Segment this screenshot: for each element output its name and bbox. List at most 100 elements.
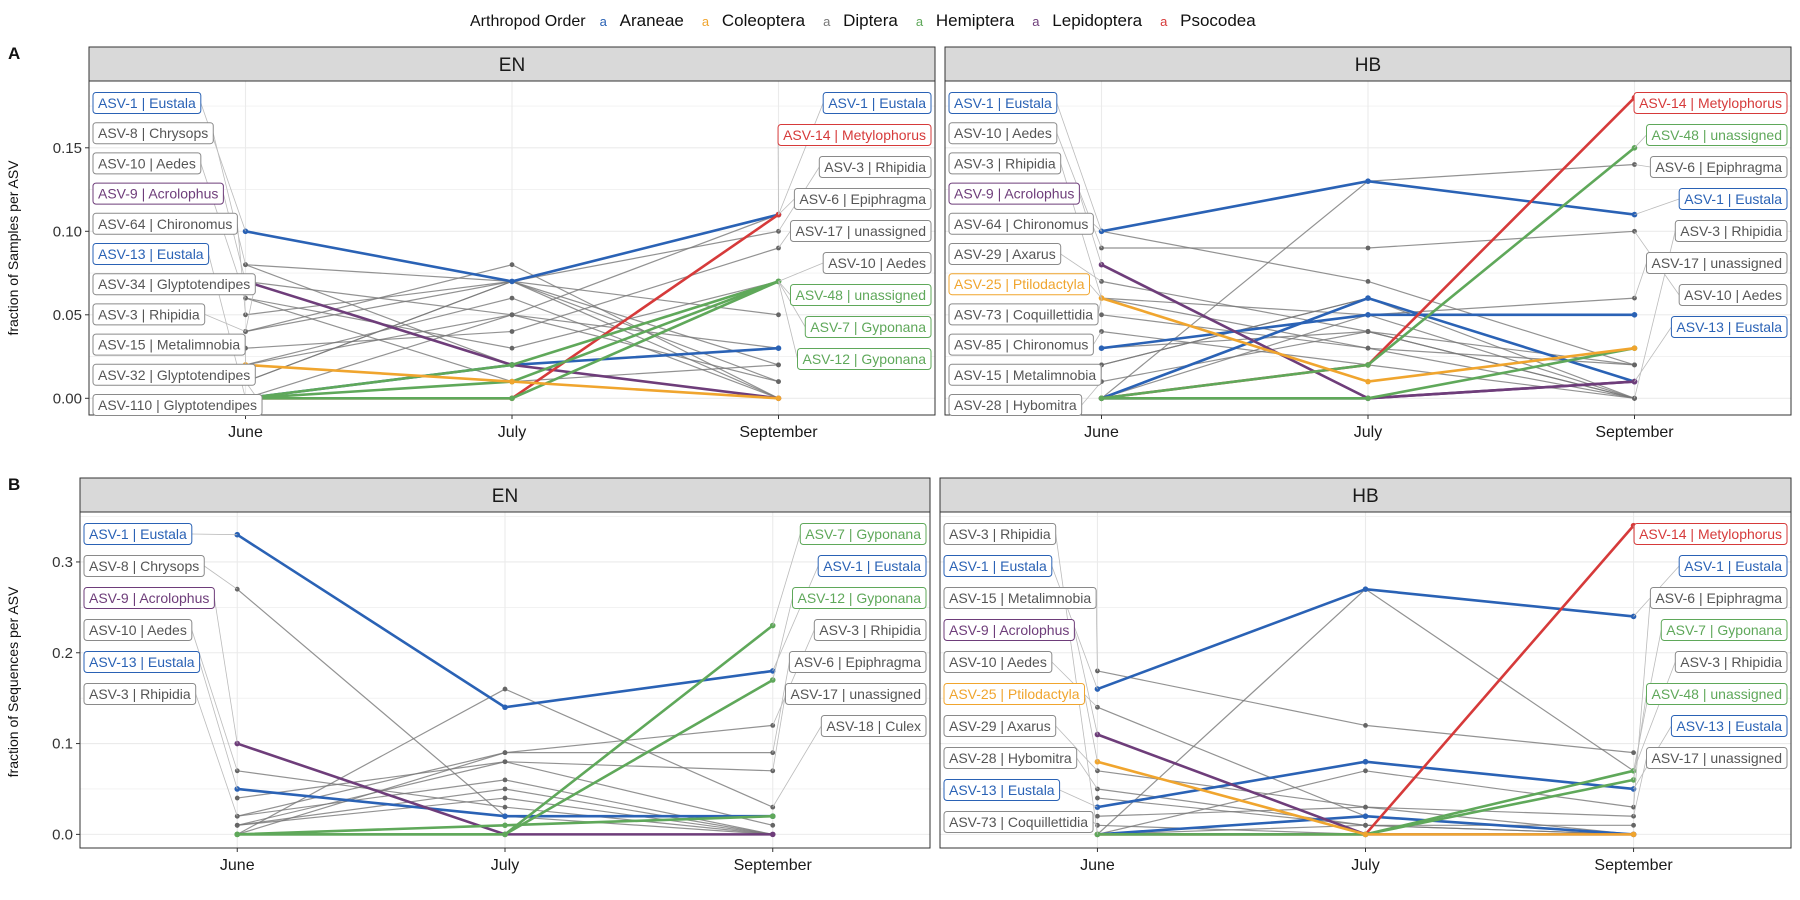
series-label-text: ASV-6 | Epiphragma (1655, 590, 1782, 606)
data-point (1631, 345, 1638, 352)
series-label-asv-15-metalimnobia: ASV-15 | Metalimnobia (92, 333, 246, 356)
series-label-text: ASV-14 | Metylophorus (1639, 95, 1782, 111)
series-label-asv-3-rhipidia: ASV-3 | Rhipidia (1674, 220, 1788, 242)
series-asv-25-ptilodactyla (1094, 758, 1637, 838)
data-point (509, 362, 515, 368)
x-tick-label-september: September (1595, 424, 1674, 441)
series-unlabeled-2 (1098, 312, 1638, 352)
legend-item-diptera: a Diptera (823, 11, 898, 30)
data-point (509, 329, 515, 334)
series-label-box (943, 811, 1094, 833)
series-label-text: ASV-110 | Glyptotendipes (98, 397, 257, 413)
label-leader (1095, 597, 1098, 671)
series-label-asv-8-chrysops: ASV-8 | Chrysops (92, 122, 214, 145)
series-label-text: ASV-3 | Rhipidia (949, 526, 1051, 542)
series-label-box (1645, 252, 1788, 274)
series-label-text: ASV-34 | Glyptotendipes (98, 276, 250, 292)
series-label-text: ASV-10 | Aedes (1684, 287, 1782, 303)
series-label-text: ASV-28 | Hybomitra (954, 397, 1077, 413)
label-leader (204, 314, 246, 332)
data-point (509, 295, 515, 301)
series-label-asv-64-chironomus: ASV-64 | Chironomus (92, 212, 238, 235)
legend-label-araneae: Araneae (620, 11, 684, 30)
legend-label-coleoptera: Coleoptera (722, 11, 806, 30)
series-label-asv-13-eustala: ASV-13 | Eustala (943, 779, 1061, 801)
series-label-asv-9-acrolophus: ASV-9 | Acrolophus (92, 182, 224, 205)
series-label-box (948, 273, 1090, 296)
series-label-text: ASV-14 | Metylophorus (783, 127, 926, 143)
series-label-text: ASV-7 | Gyponana (1666, 622, 1782, 638)
x-tick-label-july: July (1351, 857, 1379, 874)
legend-item-hemiptera: a Hemiptera (916, 11, 1015, 30)
series-label-text: ASV-13 | Eustala (1676, 319, 1782, 335)
series-label-box (83, 619, 193, 641)
series-label-asv-17-unassigned: ASV-17 | unassigned (789, 220, 932, 242)
series-label-text: ASV-10 | Aedes (828, 255, 926, 271)
data-point (770, 822, 776, 828)
y-tick-label: 0.10 (53, 223, 82, 240)
label-leader (772, 693, 786, 771)
series-label-text: ASV-10 | Aedes (954, 125, 1052, 141)
series-label-asv-48-unassigned: ASV-48 | unassigned (789, 284, 932, 306)
y-tick-label: 0.1 (52, 736, 73, 753)
y-tick-label: 0.05 (53, 307, 82, 324)
series-label-asv-7-gyponana: ASV-7 | Gyponana (804, 316, 932, 338)
series-label-asv-3-rhipidia: ASV-3 | Rhipidia (943, 523, 1057, 545)
data-point (1365, 312, 1371, 318)
data-point (502, 686, 508, 692)
data-point (509, 278, 515, 285)
series-label-box (92, 152, 202, 175)
series-label-box (943, 555, 1053, 577)
series-label-text: ASV-13 | Eustala (98, 246, 204, 262)
labels-right: ASV-7 | Gyponana ASV-1 | Eustala ASV-12 | … (772, 523, 927, 808)
data-point (243, 312, 248, 318)
series-label-box (83, 555, 205, 577)
series-label-text: ASV-29 | Axarus (949, 718, 1051, 734)
series-label-text: ASV-12 | Gyponana (798, 590, 922, 606)
label-leader (1633, 661, 1676, 771)
data-point (1362, 813, 1369, 820)
legend-label-diptera: Diptera (843, 11, 898, 30)
series-label-asv-9-acrolophus: ASV-9 | Acrolophus (83, 587, 215, 609)
labels-right: ASV-14 | Metylophorus ASV-1 | Eustala ASV-… (1633, 523, 1788, 817)
series-label-text: ASV-6 | Epiphragma (799, 191, 926, 207)
series-group (234, 531, 776, 838)
series-label-box (1674, 220, 1788, 242)
series-label-box (820, 715, 927, 737)
series-label-box (948, 394, 1083, 416)
data-point (1095, 813, 1100, 819)
x-tick-label-september: September (1594, 857, 1673, 874)
y-tick-label: 0.00 (53, 390, 82, 407)
series-label-box (792, 587, 927, 609)
series-label-box (1674, 651, 1788, 673)
series-label-box (1678, 188, 1788, 210)
labels-right: ASV-14 | Metylophorus ASV-48 | unassigned… (1633, 92, 1788, 399)
series-group (1094, 522, 1637, 838)
series-label-box (92, 363, 256, 386)
series-label-box (948, 333, 1094, 356)
series-label-box (948, 212, 1094, 235)
series-label-text: ASV-1 | Eustala (1684, 191, 1782, 207)
label-leader (1076, 757, 1098, 790)
facet-title: EN (499, 55, 525, 76)
label-leader (1633, 597, 1651, 808)
label-leader (195, 693, 238, 817)
series-label-asv-1-eustala: ASV-1 | Eustala (1678, 555, 1788, 577)
series-label-asv-48-unassigned: ASV-48 | unassigned (1645, 124, 1788, 146)
series-label-text: ASV-8 | Chrysops (98, 125, 208, 141)
series-label-box (92, 394, 263, 416)
x-tick-label-june: June (220, 857, 255, 874)
label-leader (1092, 821, 1098, 826)
series-label-asv-28-hybomitra: ASV-28 | Hybomitra (943, 747, 1078, 769)
data-point (776, 379, 781, 384)
series-label-text: ASV-25 | Ptilodactyla (954, 276, 1085, 292)
series-label-box (943, 683, 1085, 705)
facet-title: EN (492, 486, 518, 507)
label-leader (1097, 298, 1102, 315)
series-label-text: ASV-29 | Axarus (954, 246, 1056, 262)
series-label-text: ASV-9 | Acrolophus (949, 622, 1069, 638)
series-unlabeled-5 (234, 813, 776, 838)
label-leader (191, 533, 238, 536)
data-point (509, 262, 515, 268)
